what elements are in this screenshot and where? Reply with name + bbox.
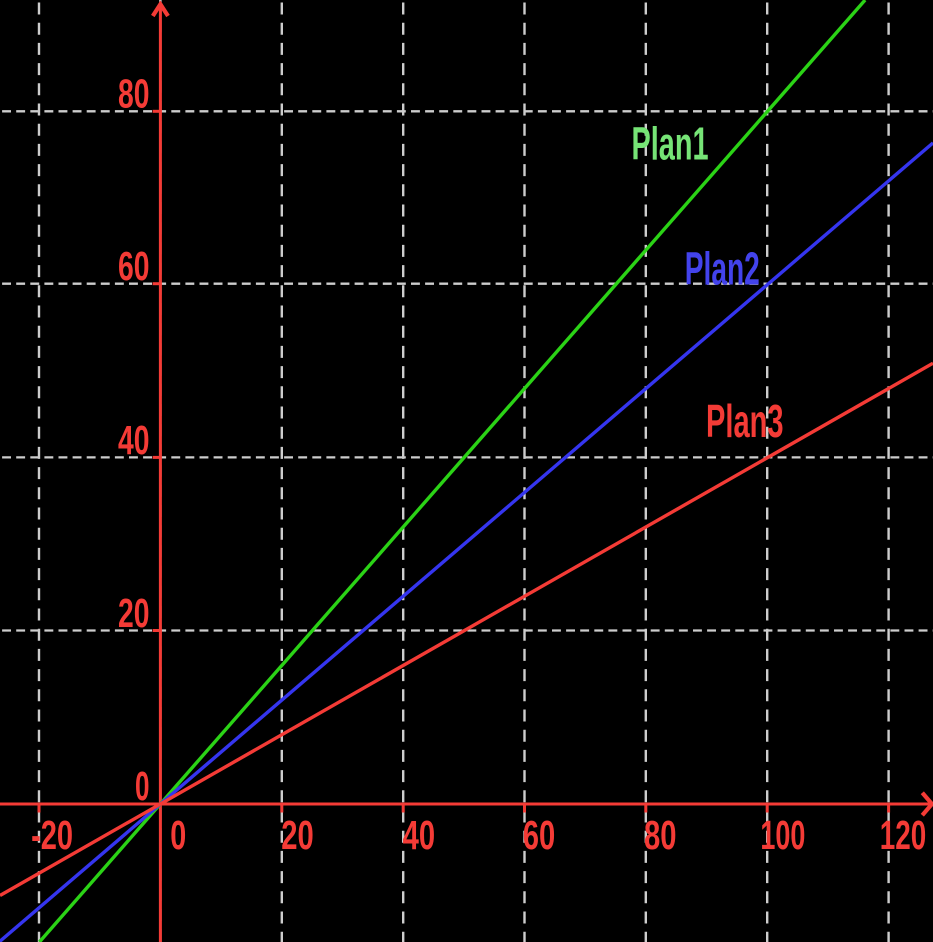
svg-text:0: 0 <box>135 763 150 809</box>
svg-text:80: 80 <box>118 71 150 117</box>
svg-text:Plan3: Plan3 <box>706 395 784 447</box>
svg-text:80: 80 <box>644 812 677 858</box>
svg-text:60: 60 <box>523 812 556 858</box>
svg-text:40: 40 <box>403 812 436 858</box>
svg-text:0: 0 <box>170 812 186 858</box>
svg-text:100: 100 <box>760 812 805 858</box>
svg-text:-20: -20 <box>31 812 73 858</box>
svg-text:Plan1: Plan1 <box>632 117 709 169</box>
svg-text:120: 120 <box>880 812 927 858</box>
svg-text:60: 60 <box>118 243 150 289</box>
svg-text:Plan2: Plan2 <box>685 242 760 294</box>
svg-text:20: 20 <box>118 590 150 636</box>
svg-text:20: 20 <box>281 812 314 858</box>
svg-text:40: 40 <box>118 417 150 463</box>
